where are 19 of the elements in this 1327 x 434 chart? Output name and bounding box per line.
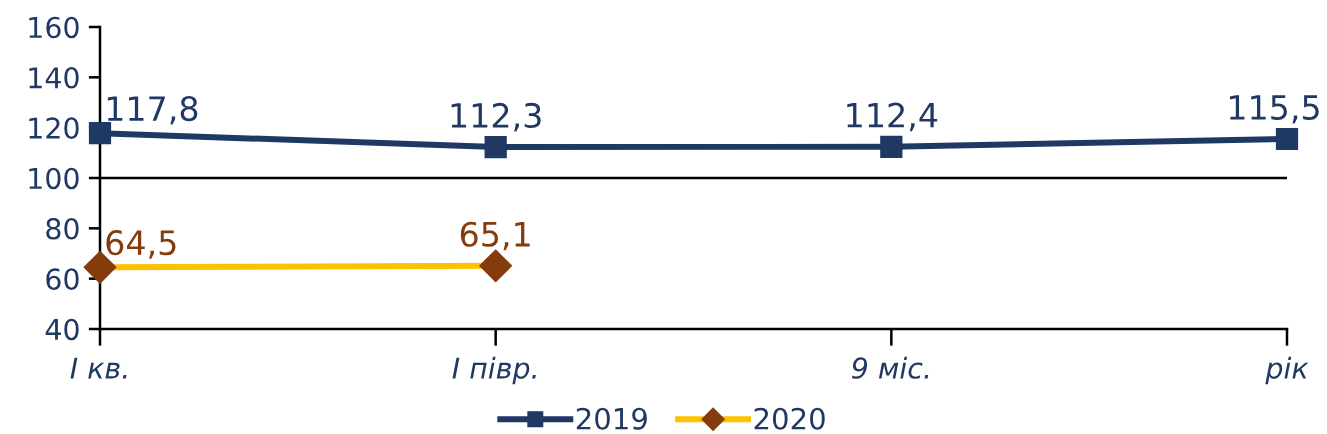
data-label: 117,8	[107, 95, 198, 125]
y-tick-label: 60	[46, 268, 79, 290]
data-label: 64,5	[106, 230, 176, 259]
y-tick-label: 120	[29, 117, 79, 139]
y-tick-label: 40	[45, 318, 79, 341]
legend-label: 2019	[576, 407, 647, 430]
x-tick-label: рік	[1265, 356, 1309, 385]
data-label: 112,3	[451, 102, 541, 132]
data-label: 115,5	[1229, 95, 1319, 124]
x-tick-label: 9 міс.	[851, 356, 929, 379]
x-tick-label: I кв.	[70, 357, 127, 379]
data-label: 65,1	[460, 221, 530, 251]
y-tick-label: 80	[46, 218, 79, 240]
y-tick-label: 140	[29, 67, 79, 89]
y-tick-label: 100	[29, 167, 79, 190]
legend-label: 2020	[754, 407, 825, 430]
data-label: 112,4	[847, 102, 938, 132]
y-tick-label: 160	[29, 16, 79, 39]
x-tick-label: I півр.	[452, 356, 536, 385]
